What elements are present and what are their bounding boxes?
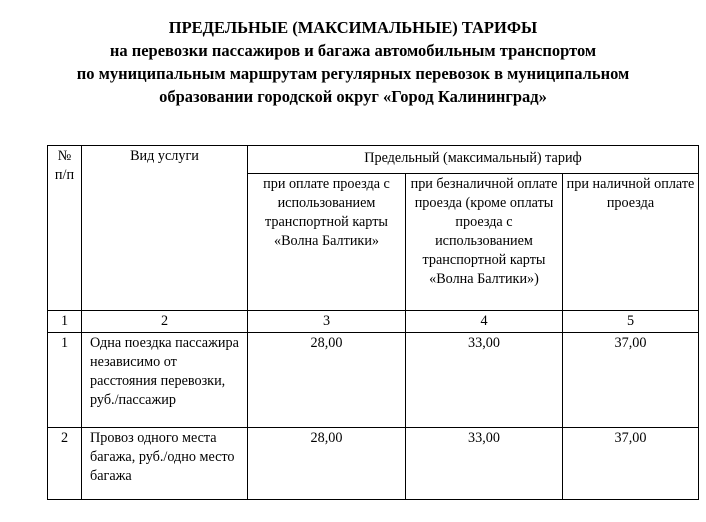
row-num: 1 (47, 332, 82, 428)
title-line: на перевозки пассажиров и багажа автомоб… (109, 41, 597, 60)
header-cashless: при безналичной оплате проезда (кроме оп… (405, 173, 563, 311)
title-line: ПРЕДЕЛЬНЫЕ (МАКСИМАЛЬНЫЕ) ТАРИФЫ (168, 18, 538, 37)
row-card-tariff: 28,00 (247, 427, 406, 500)
title-line: по муниципальным маршрутам регулярных пе… (76, 64, 630, 83)
header-tariff: Предельный (максимальный) тариф (247, 145, 699, 174)
column-number: 5 (562, 310, 699, 333)
row-cashless-tariff: 33,00 (405, 427, 563, 500)
row-cashless-tariff: 33,00 (405, 332, 563, 428)
row-cash-tariff: 37,00 (562, 332, 699, 428)
row-cash-tariff: 37,00 (562, 427, 699, 500)
row-num: 2 (47, 427, 82, 500)
table-row: 1 Одна поездка пассажира независимо от р… (47, 332, 699, 428)
document-title: ПРЕДЕЛЬНЫЕ (МАКСИМАЛЬНЫЕ) ТАРИФЫ на пере… (0, 16, 706, 108)
header-cash: при наличной оплате проезда (562, 173, 699, 311)
title-line: образовании городской округ «Город Калин… (159, 87, 547, 106)
tariff-table: № п/п Вид услуги Предельный (максимальны… (47, 145, 699, 500)
header-num: № п/п (47, 145, 82, 311)
column-number: 1 (47, 310, 82, 333)
table-row: 2 Провоз одного места багажа, руб./одно … (47, 427, 699, 500)
row-service: Одна поездка пассажира независимо от рас… (81, 332, 248, 428)
header-service: Вид услуги (81, 145, 248, 311)
column-number: 4 (405, 310, 563, 333)
row-card-tariff: 28,00 (247, 332, 406, 428)
column-numbers-row: 1 2 3 4 5 (47, 310, 699, 333)
column-number: 2 (81, 310, 248, 333)
header-card: при оплате проезда с использованием тран… (247, 173, 406, 311)
row-service: Провоз одного места багажа, руб./одно ме… (81, 427, 248, 500)
column-number: 3 (247, 310, 406, 333)
